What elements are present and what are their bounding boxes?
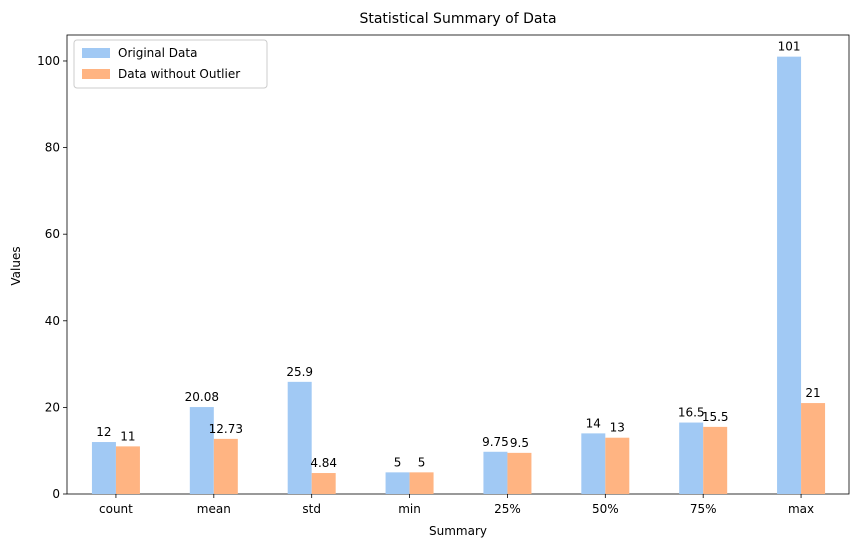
data-label: 11 (120, 429, 135, 443)
data-label: 16.5 (678, 406, 705, 420)
bar-original-6 (679, 422, 704, 494)
data-label: 14 (586, 416, 601, 430)
bar-original-7 (777, 56, 802, 495)
y-tick-label: 60 (45, 227, 60, 241)
y-tick-label: 100 (37, 54, 60, 68)
y-tick-label: 40 (45, 314, 60, 328)
bar-original-4 (483, 451, 508, 494)
y-tick-label: 80 (45, 141, 60, 155)
chart-title: Statistical Summary of Data (359, 11, 556, 27)
x-tick-label: 25% (494, 502, 521, 516)
data-label: 12 (96, 425, 111, 439)
bar-no-outlier-0 (115, 446, 140, 494)
legend-swatch (82, 69, 110, 79)
bar-original-5 (581, 433, 606, 494)
bar-no-outlier-5 (605, 437, 630, 494)
bar-no-outlier-2 (311, 473, 336, 494)
data-label: 101 (778, 40, 801, 54)
x-tick-label: mean (197, 502, 231, 516)
axes-frame (66, 34, 850, 495)
bar-no-outlier-6 (703, 426, 728, 494)
y-axis-label: Values (9, 246, 23, 285)
data-label: 21 (805, 386, 820, 400)
bar-no-outlier-4 (507, 452, 532, 494)
plot-area: 0 20 40 60 80 100 count 12 11 mean 20.08 12.73 std 25… (37, 34, 850, 516)
x-tick-label: 50% (592, 502, 619, 516)
bar-original-2 (287, 381, 312, 494)
legend-box (73, 39, 268, 89)
data-label: 5 (418, 455, 426, 469)
data-label: 25.9 (286, 365, 313, 379)
legend-entry: Original Data (118, 46, 197, 60)
x-tick-label: 75% (690, 502, 717, 516)
data-label: 20.08 (185, 390, 219, 404)
x-axis-label: Summary (429, 524, 487, 538)
x-tick-label: count (99, 502, 133, 516)
x-tick-label: min (398, 502, 421, 516)
bar-no-outlier-1 (213, 438, 238, 494)
data-label: 12.73 (209, 422, 243, 436)
data-label: 15.5 (702, 410, 729, 424)
data-label: 4.84 (310, 456, 337, 470)
bar-no-outlier-7 (801, 403, 826, 494)
legend-entry: Data without Outlier (118, 67, 240, 81)
bar-original-3 (385, 472, 410, 494)
data-label: 9.5 (510, 436, 529, 450)
y-tick-label: 0 (52, 487, 60, 501)
data-label: 9.75 (482, 435, 509, 449)
x-tick-label: std (302, 502, 321, 516)
y-tick-label: 20 (45, 400, 60, 414)
x-tick-label: max (788, 502, 814, 516)
bar-no-outlier-3 (409, 472, 434, 494)
bar-original-1 (189, 407, 214, 494)
data-label: 5 (394, 455, 402, 469)
data-label: 13 (610, 421, 625, 435)
bar-original-0 (91, 442, 116, 494)
legend: Original Data Data without Outlier (73, 39, 268, 89)
legend-swatch (82, 48, 110, 58)
